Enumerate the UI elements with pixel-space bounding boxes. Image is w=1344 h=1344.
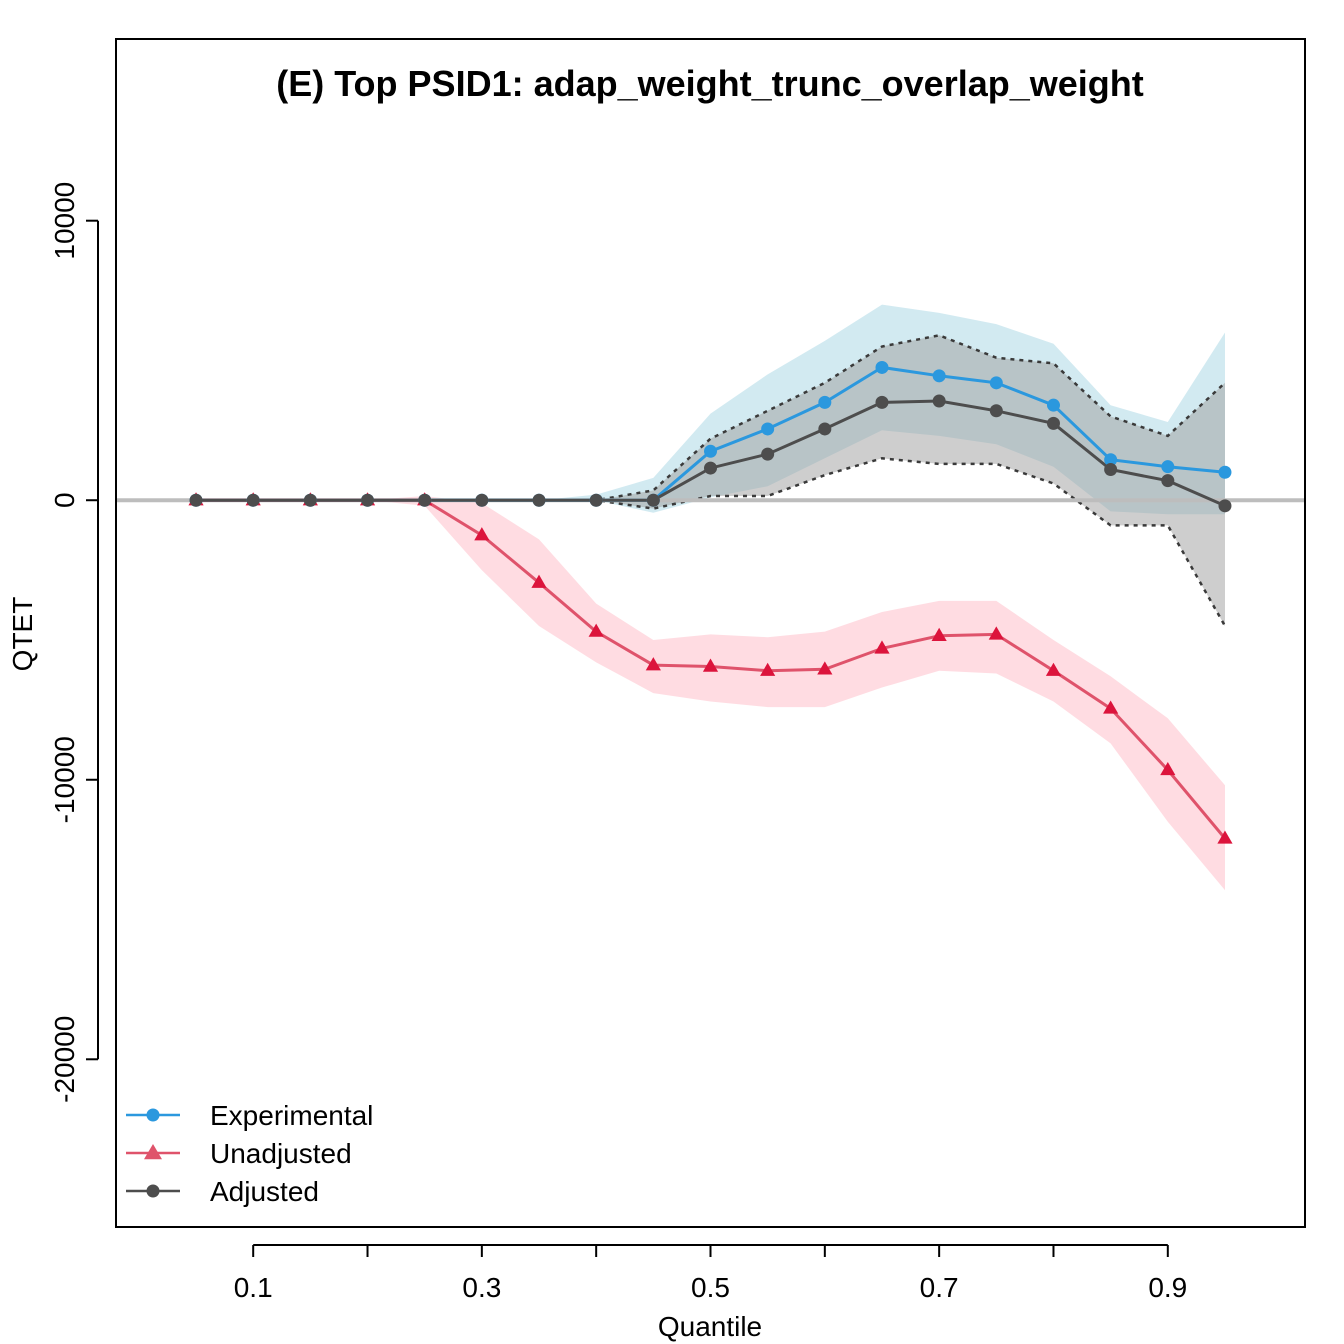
adjusted-point [989, 404, 1003, 418]
adjusted-point [1218, 499, 1232, 513]
series-points [188, 360, 1233, 844]
unadjusted-point [1103, 700, 1119, 714]
unadjusted-point [588, 623, 604, 637]
experimental-point [875, 360, 889, 374]
adjusted-point [589, 493, 603, 507]
legend: Experimental Unadjusted Adjusted [126, 1100, 373, 1207]
unadjusted-point [474, 527, 490, 541]
legend-item-experimental: Experimental [126, 1100, 373, 1131]
x-tick-label: 0.1 [234, 1272, 273, 1303]
x-axis: 0.1 0.3 0.5 0.7 0.9 [234, 1244, 1187, 1303]
unadjusted-point [1217, 830, 1233, 844]
unadjusted-point [931, 627, 947, 641]
adjusted-point [475, 493, 489, 507]
unadjusted-point [1045, 662, 1062, 676]
y-tick-label: -20000 [49, 1016, 80, 1103]
experimental-point [704, 444, 717, 458]
legend-item-adjusted: Adjusted [126, 1176, 319, 1207]
unadjusted-band [196, 496, 1225, 891]
legend-label: Unadjusted [210, 1138, 352, 1169]
x-tick-label: 0.9 [1148, 1272, 1187, 1303]
experimental-point [1046, 398, 1060, 412]
unadjusted-point [645, 657, 661, 671]
experimental-point [989, 376, 1003, 390]
adjusted-point [532, 493, 546, 507]
adjusted-point [875, 395, 889, 409]
unadjusted-point [1160, 761, 1176, 776]
adjusted-point [189, 493, 203, 507]
legend-marker [144, 1144, 162, 1160]
adjusted-point [1104, 462, 1118, 476]
x-tick-label: 0.3 [462, 1272, 501, 1303]
confidence-bands [196, 304, 1227, 891]
legend-item-unadjusted: Unadjusted [126, 1138, 352, 1169]
y-tick-label: 10000 [49, 182, 80, 260]
adjusted-point [246, 493, 260, 507]
x-axis-label: Quantile [658, 1311, 762, 1342]
adjusted-point [303, 493, 317, 507]
y-axis: 10000 0 -10000 -20000 [49, 182, 99, 1103]
experimental-point [761, 422, 775, 436]
y-tick-label: -10000 [49, 736, 80, 823]
unadjusted-point [988, 626, 1004, 640]
unadjusted-point [874, 640, 890, 654]
plot-frame [115, 38, 1306, 1228]
adjusted-point [418, 493, 432, 507]
adjusted-point [932, 394, 946, 408]
chart-title: (E) Top PSID1: adap_weight_trunc_overlap… [276, 63, 1143, 104]
adjusted-point [818, 422, 832, 436]
unadjusted-point [817, 661, 833, 675]
adjusted-point [361, 493, 375, 507]
adjusted-point [761, 447, 775, 461]
x-tick-label: 0.7 [920, 1272, 959, 1303]
legend-label: Experimental [210, 1100, 373, 1131]
experimental-point [1104, 453, 1118, 467]
adjusted-point [1046, 416, 1060, 430]
y-tick-label: 0 [49, 492, 80, 508]
x-tick-label: 0.5 [691, 1272, 730, 1303]
adjusted-band [196, 335, 1225, 626]
adjusted-point [646, 493, 660, 507]
unadjusted-point [702, 658, 719, 672]
legend-marker [146, 1184, 160, 1198]
adjusted-point [704, 461, 717, 475]
legend-label: Adjusted [210, 1176, 319, 1207]
experimental-point [818, 395, 832, 409]
unadjusted-point [531, 574, 547, 588]
experimental-point [1161, 460, 1175, 474]
experimental-point [932, 369, 946, 383]
unadjusted-point [760, 662, 776, 676]
adjusted-point [1161, 474, 1175, 488]
legend-marker [146, 1108, 160, 1122]
experimental-point [1218, 465, 1232, 479]
y-axis-label: QTET [7, 597, 38, 672]
